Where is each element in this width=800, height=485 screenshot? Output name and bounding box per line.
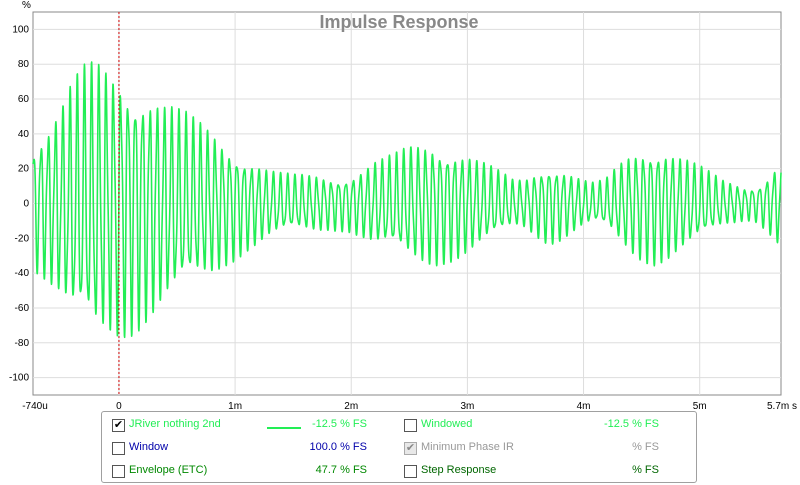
legend-row-3: Envelope (ETC) 47.7 % FS Step Response %… (102, 461, 696, 481)
x-tick-label: 0 (116, 401, 122, 410)
y-tick-label: 80 (18, 59, 30, 70)
checkbox-step-response[interactable] (404, 465, 417, 478)
x-tick-label: 5m (693, 401, 707, 410)
legend-label-minimum-phase-ir: Minimum Phase IR (421, 441, 514, 453)
legend-label-window: Window (129, 441, 169, 453)
x-axis-ticks: -740u 0 1m 2m 3m 4m 5m 5.7m s (22, 401, 797, 410)
y-tick-label: -20 (15, 233, 30, 244)
y-axis-unit-label: % (22, 0, 31, 11)
chart-title: Impulse Response (319, 12, 478, 32)
checkbox-envelope-etc[interactable] (112, 465, 125, 478)
legend-label-windowed: Windowed (421, 418, 473, 430)
x-tick-label: 5.7m s (767, 401, 797, 410)
legend-value-envelope-etc: 47.7 % FS (315, 464, 367, 476)
y-tick-label: 100 (12, 24, 29, 35)
legend-row-2: Window 100.0 % FS ✔ Minimum Phase IR % F… (102, 438, 696, 458)
y-tick-label: 0 (23, 199, 29, 210)
y-tick-label: 40 (18, 129, 30, 140)
checkbox-minimum-phase-ir[interactable]: ✔ (404, 442, 417, 455)
y-tick-label: -80 (15, 338, 30, 349)
legend-value-jriver: -12.5 % FS (311, 418, 367, 430)
legend-swatch-jriver (267, 427, 301, 429)
legend-label-envelope-etc: Envelope (ETC) (129, 464, 208, 476)
series-group (32, 61, 782, 339)
checkbox-jriver[interactable]: ✔ (112, 419, 125, 432)
legend-panel: ✔ JRiver nothing 2nd -12.5 % FS Windowed… (101, 411, 697, 483)
y-tick-label: 20 (18, 164, 30, 175)
x-tick-label: 3m (460, 401, 474, 410)
y-tick-label: -100 (9, 373, 29, 384)
x-tick-label: 1m (228, 401, 242, 410)
y-tick-label: -40 (15, 268, 30, 279)
x-tick-label: 4m (577, 401, 591, 410)
legend-row-1: ✔ JRiver nothing 2nd -12.5 % FS Windowed… (102, 415, 696, 435)
x-tick-label: -740u (22, 401, 48, 410)
checkbox-windowed[interactable] (404, 419, 417, 432)
x-tick-label: 2m (344, 401, 358, 410)
checkbox-window[interactable] (112, 442, 125, 455)
y-tick-label: 60 (18, 94, 30, 105)
legend-value-step-response: % FS (632, 464, 659, 476)
y-tick-label: -60 (15, 303, 30, 314)
legend-value-minimum-phase-ir: % FS (632, 441, 659, 453)
legend-label-step-response: Step Response (421, 464, 497, 476)
impulse-response-chart: Impulse Response % 100 80 60 40 20 0 -20 -40 -60… (9, 0, 797, 410)
legend-value-window: 100.0 % FS (309, 441, 367, 453)
y-axis-ticks: 100 80 60 40 20 0 -20 -40 -60 -80 -100 (9, 24, 29, 383)
series-line-jriver (32, 61, 782, 339)
legend-label-jriver: JRiver nothing 2nd (129, 418, 221, 430)
legend-value-windowed: -12.5 % FS (603, 418, 659, 430)
